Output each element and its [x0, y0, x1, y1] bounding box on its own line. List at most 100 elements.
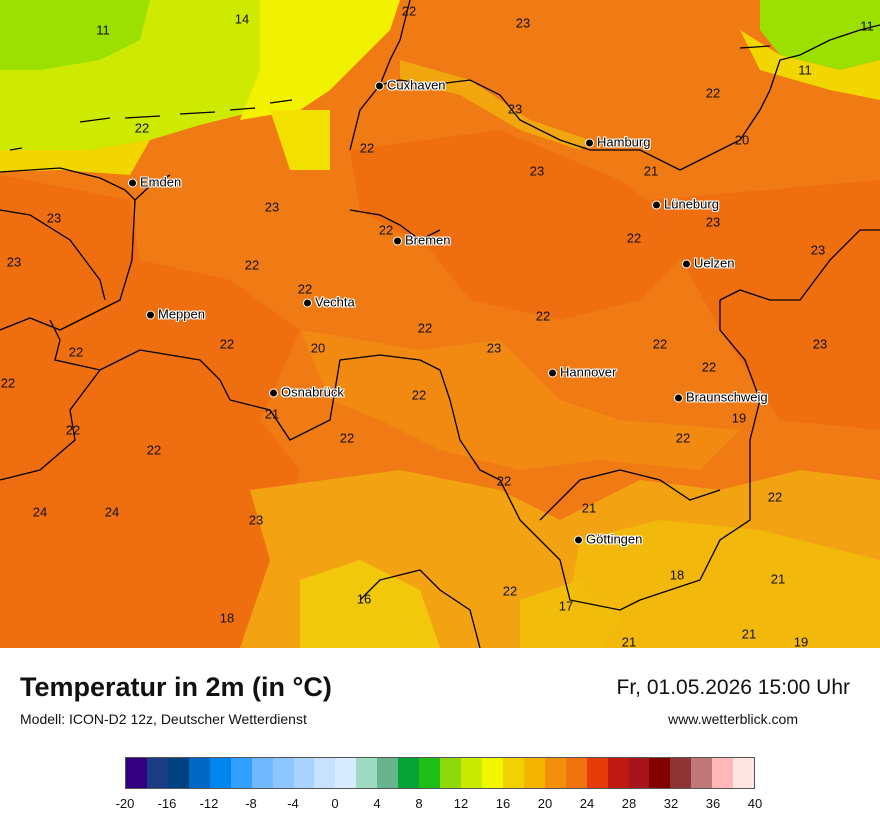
- city-dot: [375, 81, 384, 91]
- legend-swatch: [209, 758, 231, 788]
- city-dot: [574, 535, 583, 545]
- city-label: Hannover: [560, 364, 617, 380]
- legend-tick-label: 4: [373, 796, 381, 811]
- legend-swatch: [523, 758, 545, 788]
- value-label: 22: [244, 257, 260, 273]
- forecast-datetime: Fr, 01.05.2026 15:00 Uhr: [616, 676, 851, 699]
- value-label: 22: [146, 442, 162, 458]
- city-label: Meppen: [158, 306, 205, 322]
- city-emden: Emden: [128, 175, 181, 190]
- value-label: 22: [339, 430, 355, 446]
- legend-tick-label: 16: [495, 796, 511, 811]
- legend-swatch: [628, 758, 650, 788]
- legend-tick-label: 8: [415, 796, 423, 811]
- city-dot: [585, 138, 594, 148]
- value-label: 23: [515, 15, 531, 31]
- legend-swatch: [586, 758, 608, 788]
- value-label: 21: [741, 626, 757, 642]
- value-label: 22: [378, 222, 394, 238]
- legend-tick-label: 20: [537, 796, 553, 811]
- city-dot: [548, 368, 557, 378]
- legend-swatch: [502, 758, 524, 788]
- city-osnabrueck: Osnabrück: [269, 385, 344, 400]
- city-label: Vechta: [315, 294, 355, 310]
- city-label: Emden: [140, 174, 182, 190]
- legend-swatch: [293, 758, 315, 788]
- value-label: 18: [669, 567, 685, 583]
- value-label: 22: [297, 281, 313, 297]
- legend-tick-label: -12: [199, 796, 219, 811]
- legend-swatch: [649, 758, 671, 788]
- value-label: 24: [104, 504, 120, 520]
- value-label: 23: [486, 340, 502, 356]
- value-label: 21: [770, 571, 786, 587]
- value-label: 21: [643, 163, 659, 179]
- legend-swatch: [440, 758, 461, 788]
- value-label: 21: [581, 500, 597, 516]
- value-label: 22: [411, 387, 427, 403]
- legend-swatch: [126, 758, 147, 788]
- value-label: 22: [701, 359, 717, 375]
- value-label: 11: [798, 62, 812, 78]
- value-label: 19: [793, 634, 809, 649]
- city-label: Göttingen: [586, 531, 643, 547]
- value-label: 23: [248, 512, 264, 528]
- city-braunschweig: Braunschweig: [674, 390, 768, 405]
- value-label: 22: [535, 308, 551, 324]
- legend-tick-label: 12: [453, 796, 469, 811]
- value-label: 23: [264, 199, 280, 215]
- value-label: 20: [734, 132, 750, 148]
- legend-swatch: [544, 758, 566, 788]
- legend-tick-label: -16: [157, 796, 177, 811]
- value-label: 23: [812, 336, 828, 352]
- city-cuxhaven: Cuxhaven: [375, 78, 446, 93]
- city-dot: [146, 310, 155, 320]
- city-dot: [269, 388, 278, 398]
- legend-swatch: [272, 758, 294, 788]
- legend-swatch: [419, 758, 441, 788]
- legend-tick-label: -20: [115, 796, 135, 811]
- legend-tick-label: 24: [579, 796, 595, 811]
- legend-swatch: [733, 758, 755, 788]
- legend-swatch: [356, 758, 378, 788]
- legend-tick-label: -4: [287, 796, 299, 811]
- city-goettingen: Göttingen: [574, 532, 642, 547]
- value-label: 22: [705, 85, 721, 101]
- value-label: 19: [731, 410, 747, 426]
- value-label: 22: [134, 120, 150, 136]
- legend-swatch: [481, 758, 503, 788]
- city-meppen: Meppen: [146, 307, 205, 322]
- city-label: Cuxhaven: [387, 77, 446, 93]
- model-info: Modell: ICON-D2 12z, Deutscher Wetterdie…: [20, 711, 307, 727]
- city-label: Lüneburg: [664, 196, 719, 212]
- value-label: 22: [359, 140, 375, 156]
- city-dot: [682, 259, 691, 269]
- city-label: Braunschweig: [686, 389, 768, 405]
- legend-swatch: [712, 758, 734, 788]
- legend-swatch: [335, 758, 357, 788]
- value-label: 23: [529, 163, 545, 179]
- temperature-field: [0, 0, 880, 648]
- value-label: 22: [675, 430, 691, 446]
- city-lueneburg: Lüneburg: [652, 197, 719, 212]
- legend-tick-label: 28: [621, 796, 637, 811]
- temperature-map: 11 14 22 23 11 11 22 23 22 20 22 23 21 2…: [0, 0, 880, 648]
- value-label: 22: [417, 320, 433, 336]
- value-label: 16: [356, 591, 372, 607]
- legend-swatch: [146, 758, 168, 788]
- legend-swatch: [230, 758, 252, 788]
- legend-swatch: [251, 758, 273, 788]
- value-label: 23: [810, 242, 826, 258]
- city-dot: [393, 236, 402, 246]
- value-label: 22: [65, 422, 81, 438]
- value-label: 11: [860, 18, 874, 34]
- legend-swatch: [314, 758, 336, 788]
- legend-swatch: [670, 758, 692, 788]
- value-label: 22: [502, 583, 518, 599]
- legend-swatch: [565, 758, 587, 788]
- legend-swatch: [607, 758, 629, 788]
- city-dot: [128, 178, 137, 188]
- legend-tick-label: 40: [747, 796, 763, 811]
- city-dot: [652, 200, 661, 210]
- value-label: 23: [6, 254, 22, 270]
